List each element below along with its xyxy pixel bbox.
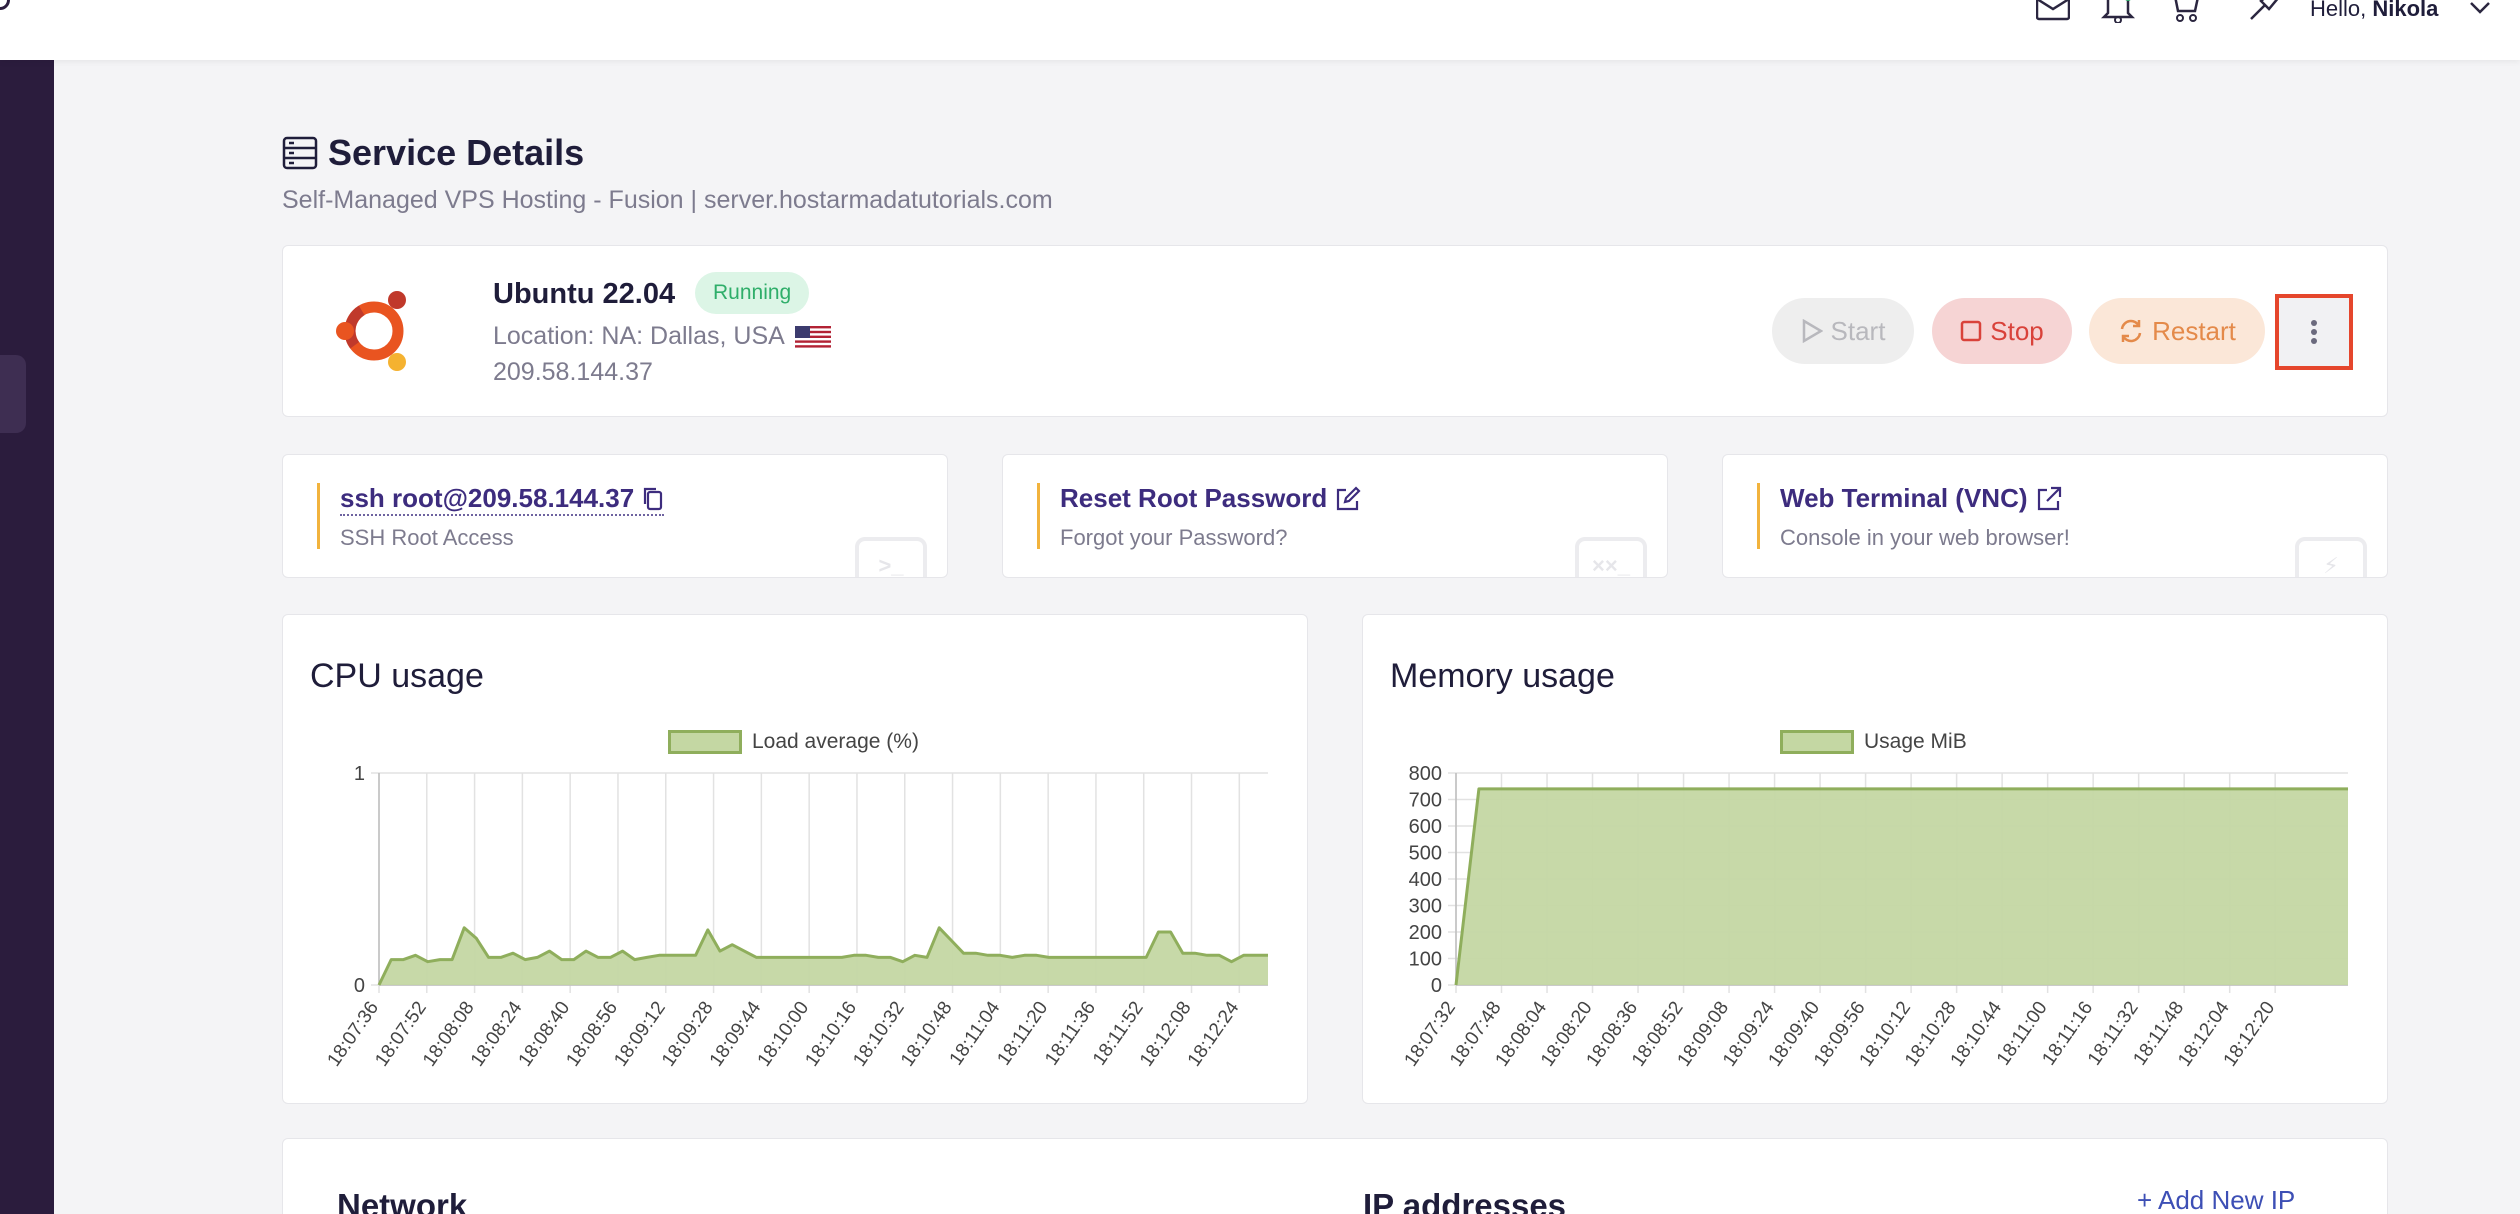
y-tick-label: 800: [1409, 763, 1442, 785]
network-title: Network: [337, 1187, 468, 1214]
web-terminal-text: Web Terminal (VNC): [1780, 483, 2028, 513]
y-tick-label: 0: [1431, 975, 1442, 997]
logo-icon[interactable]: [0, 0, 10, 10]
ssh-access-subtitle: SSH Root Access: [340, 525, 514, 550]
memory-legend-label: Usage MiB: [1864, 730, 1967, 753]
play-icon: [1802, 319, 1823, 343]
stop-button[interactable]: Stop: [1932, 298, 2072, 364]
server-os-name: Ubuntu 22.04: [493, 278, 676, 310]
add-new-ip-button[interactable]: + Add New IP: [2137, 1185, 2296, 1214]
y-tick-label: 0: [354, 975, 365, 997]
status-badge: Running: [695, 272, 810, 314]
y-tick-label: 600: [1409, 816, 1442, 838]
ubuntu-logo-icon: [336, 291, 406, 371]
reset-password-link[interactable]: Reset Root Password: [1060, 483, 1361, 514]
user-name: Nikola: [2372, 0, 2439, 21]
restart-button-label: Restart: [2152, 315, 2236, 346]
refresh-icon: [2120, 319, 2142, 343]
y-tick-label: 200: [1409, 922, 1442, 944]
pin-icon[interactable]: [2244, 0, 2284, 24]
server-status-card: Ubuntu 22.04 Running Location: NA: Dalla…: [282, 245, 2388, 417]
y-tick-label: 400: [1409, 869, 1442, 891]
ip-addresses-title: IP addresses: [1363, 1187, 1567, 1214]
restart-button[interactable]: Restart: [2089, 298, 2265, 364]
start-button[interactable]: Start: [1772, 298, 1914, 364]
page-title: Service Details: [282, 132, 584, 174]
top-bar: Hello, Nikola: [0, 0, 2520, 60]
server-location-text: Location: NA: Dallas, USA: [493, 322, 785, 350]
y-tick-label: 700: [1409, 790, 1442, 812]
external-link-icon: [2037, 486, 2061, 510]
cpu-chart-title: CPU usage: [310, 657, 484, 695]
bell-icon[interactable]: [2098, 0, 2138, 24]
more-options-button[interactable]: [2275, 294, 2353, 370]
web-terminal-link[interactable]: Web Terminal (VNC): [1780, 483, 2062, 514]
stop-icon: [1961, 320, 1982, 342]
reset-password-subtitle: Forgot your Password?: [1060, 525, 1288, 550]
legend-swatch: [668, 730, 742, 754]
ssh-access-card: ssh root@209.58.144.37 SSH Root Access >…: [282, 454, 948, 578]
sidebar-active-tab[interactable]: [0, 355, 26, 433]
legend-swatch: [1780, 730, 1854, 754]
ssh-command-text: ssh root@209.58.144.37: [340, 483, 635, 513]
y-tick-label: 100: [1409, 949, 1442, 971]
memory-usage-card: Memory usage Usage MiB 0 100 200 300 400 500 6…: [1362, 614, 2388, 1104]
page-title-text: Service Details: [328, 132, 585, 173]
network-card: Network IP addresses + Add New IP: [282, 1138, 2388, 1214]
more-vertical-icon: [2311, 320, 2317, 344]
card-accent-bar: [1037, 483, 1040, 549]
memory-chart-legend[interactable]: Usage MiB: [1780, 730, 1967, 754]
greeting-prefix: Hello,: [2310, 0, 2367, 21]
chevron-down-icon[interactable]: [2460, 0, 2500, 24]
series-area: [1456, 788, 2348, 985]
cpu-usage-card: CPU usage Load average (%) 0 1 18:07:36 18:…: [282, 614, 1308, 1104]
server-icon: [282, 136, 318, 170]
stop-button-label: Stop: [1990, 315, 2044, 346]
start-button-label: Start: [1830, 315, 1886, 346]
ssh-command-link[interactable]: ssh root@209.58.144.37: [340, 483, 665, 516]
server-location: Location: NA: Dallas, USA: [493, 322, 831, 351]
cpu-usage-chart: 0118:07:3618:07:5218:08:0818:08:2418:08:…: [323, 763, 1268, 1070]
y-tick-label: 1: [354, 763, 365, 785]
reset-password-card: Reset Root Password Forgot your Password…: [1002, 454, 1668, 578]
console-icon: ⚡: [2295, 537, 2367, 577]
user-greeting[interactable]: Hello, Nikola: [2310, 0, 2438, 22]
cpu-chart-legend[interactable]: Load average (%): [668, 730, 919, 754]
series-line: [1454, 787, 2348, 986]
memory-chart-title: Memory usage: [1390, 657, 1615, 695]
y-tick-label: 500: [1409, 843, 1442, 865]
web-terminal-subtitle: Console in your web browser!: [1780, 525, 2070, 550]
mail-icon[interactable]: [2033, 0, 2073, 24]
memory-usage-chart: 010020030040050060070080018:07:3218:07:4…: [1400, 763, 2348, 1070]
cpu-legend-label: Load average (%): [752, 730, 919, 753]
copy-icon[interactable]: [642, 486, 664, 512]
cart-icon[interactable]: [2164, 0, 2204, 24]
password-icon: ××_: [1575, 537, 1647, 577]
reset-password-text: Reset Root Password: [1060, 483, 1328, 513]
card-accent-bar: [1757, 483, 1760, 549]
edit-icon: [1337, 485, 1361, 510]
page-subtitle: Self-Managed VPS Hosting - Fusion | serv…: [282, 186, 1053, 214]
series-line: [377, 926, 1268, 986]
sidebar: [0, 60, 54, 1214]
y-tick-label: 300: [1409, 896, 1442, 918]
terminal-icon: >_: [855, 537, 927, 577]
server-ip: 209.58.144.37: [493, 358, 653, 386]
us-flag-icon: [794, 325, 831, 348]
series-area: [379, 927, 1268, 985]
card-accent-bar: [317, 483, 320, 549]
web-terminal-card: Web Terminal (VNC) Console in your web b…: [1722, 454, 2388, 578]
